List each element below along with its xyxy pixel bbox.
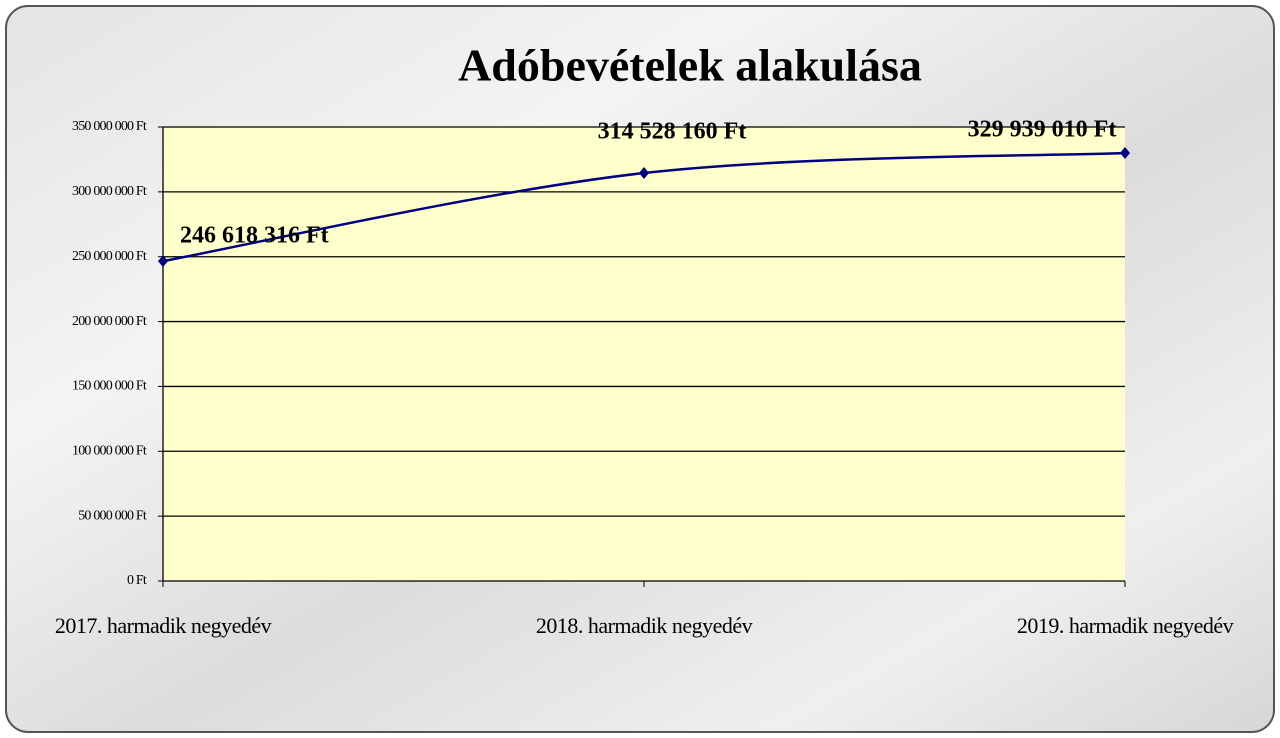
- y-tick-label: 350 000 000 Ft: [72, 119, 147, 134]
- y-tick-label: 100 000 000 Ft: [72, 444, 147, 459]
- data-point: [639, 167, 649, 180]
- y-tick-label: 0 Ft: [127, 573, 147, 588]
- y-tick-label: 200 000 000 Ft: [72, 314, 147, 329]
- data-label: 246 618 316 Ft: [180, 223, 329, 249]
- y-tick-label: 300 000 000 Ft: [72, 184, 147, 199]
- x-tick-label: 2018. harmadik negyedév: [536, 613, 753, 638]
- y-tick-label: 250 000 000 Ft: [72, 249, 147, 264]
- x-tick-label: 2017. harmadik negyedév: [55, 613, 272, 638]
- data-label: 329 939 010 Ft: [968, 117, 1117, 143]
- y-tick-label: 50 000 000 Ft: [78, 508, 147, 523]
- chart-title: Adóbevételek alakulása: [458, 40, 922, 91]
- data-label: 314 528 160 Ft: [598, 119, 747, 145]
- plot-area: [163, 127, 1125, 581]
- x-tick-label: 2019. harmadik negyedév: [1017, 613, 1234, 638]
- y-tick-label: 150 000 000 Ft: [72, 379, 147, 394]
- data-point: [1120, 147, 1130, 160]
- data-point: [158, 255, 168, 268]
